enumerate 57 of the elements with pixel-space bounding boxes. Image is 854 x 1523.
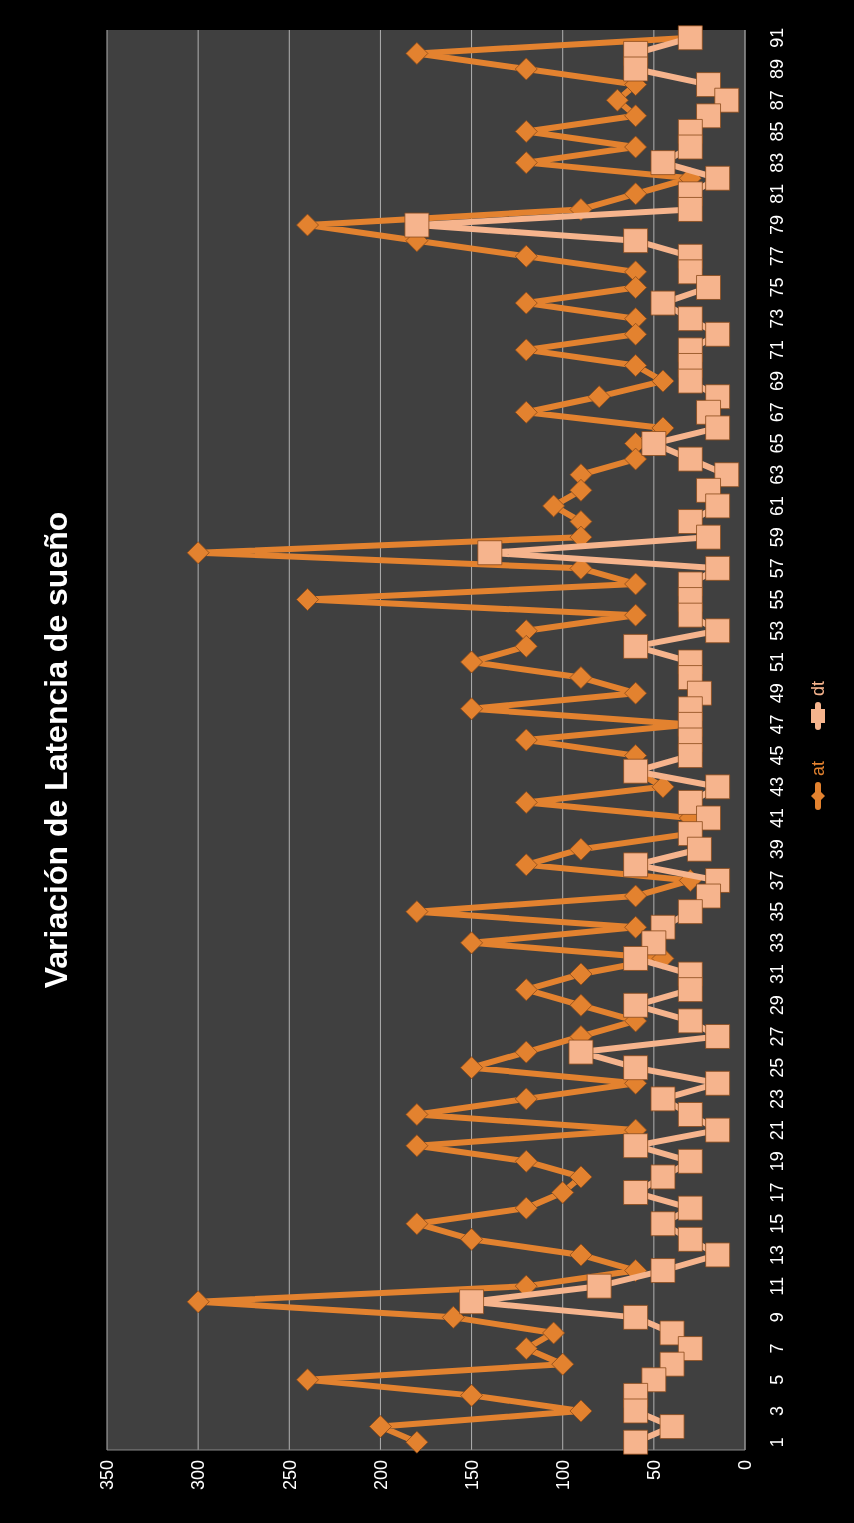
y-tick-label: 17 xyxy=(767,1182,788,1203)
x-tick-label: 0 xyxy=(735,1460,756,1471)
y-tick-label: 23 xyxy=(767,1088,788,1109)
y-tick-label: 91 xyxy=(767,27,788,48)
y-tick-label: 41 xyxy=(767,808,788,829)
y-tick-label: 21 xyxy=(767,1120,788,1141)
y-tick-label: 71 xyxy=(767,339,788,360)
y-tick-label: 39 xyxy=(767,839,788,860)
y-tick-label: 75 xyxy=(767,277,788,298)
y-tick-label: 45 xyxy=(767,745,788,766)
y-tick-label: 35 xyxy=(767,901,788,922)
y-tick-label: 9 xyxy=(767,1312,788,1323)
x-tick-label: 300 xyxy=(188,1460,209,1491)
y-tick-label: 25 xyxy=(767,1057,788,1078)
y-tick-label: 1 xyxy=(767,1437,788,1448)
y-tick-label: 51 xyxy=(767,651,788,672)
text: dt xyxy=(808,680,829,696)
y-tick-label: 53 xyxy=(767,620,788,641)
y-tick-label: 13 xyxy=(767,1244,788,1265)
y-tick-label: 73 xyxy=(767,308,788,329)
y-tick-label: 63 xyxy=(767,464,788,485)
y-tick-label: 77 xyxy=(767,246,788,267)
y-tick-label: 79 xyxy=(767,215,788,236)
y-tick-label: 83 xyxy=(767,152,788,173)
y-tick-label: 59 xyxy=(767,527,788,548)
y-tick-label: 15 xyxy=(767,1213,788,1234)
y-tick-label: 55 xyxy=(767,589,788,610)
y-tick-label: 65 xyxy=(767,433,788,454)
y-tick-label: 49 xyxy=(767,683,788,704)
x-tick-label: 100 xyxy=(553,1460,574,1491)
y-tick-label: 47 xyxy=(767,714,788,735)
y-tick-label: 61 xyxy=(767,495,788,516)
x-tick-label: 200 xyxy=(370,1460,391,1491)
y-tick-label: 27 xyxy=(767,1026,788,1047)
y-tick-label: 5 xyxy=(767,1374,788,1385)
y-tick-label: 37 xyxy=(767,870,788,891)
y-tick-label: 69 xyxy=(767,371,788,392)
y-tick-label: 89 xyxy=(767,59,788,80)
x-tick-label: 250 xyxy=(279,1460,300,1491)
y-tick-label: 87 xyxy=(767,90,788,111)
y-tick-label: 3 xyxy=(767,1405,788,1416)
y-tick-label: 57 xyxy=(767,558,788,579)
y-tick-label: 67 xyxy=(767,402,788,423)
x-tick-label: 150 xyxy=(461,1460,482,1491)
y-tick-label: 81 xyxy=(767,183,788,204)
x-tick-label: 50 xyxy=(644,1460,665,1481)
x-tick-label: 350 xyxy=(97,1460,118,1491)
y-tick-label: 29 xyxy=(767,995,788,1016)
text: Variación de Latencia de sueño xyxy=(38,511,75,989)
y-tick-label: 85 xyxy=(767,121,788,142)
y-tick-label: 43 xyxy=(767,776,788,797)
y-tick-label: 19 xyxy=(767,1151,788,1172)
y-tick-label: 7 xyxy=(767,1343,788,1354)
y-tick-label: 33 xyxy=(767,932,788,953)
y-tick-label: 31 xyxy=(767,964,788,985)
y-tick-label: 11 xyxy=(767,1276,788,1296)
text: at xyxy=(808,760,829,776)
